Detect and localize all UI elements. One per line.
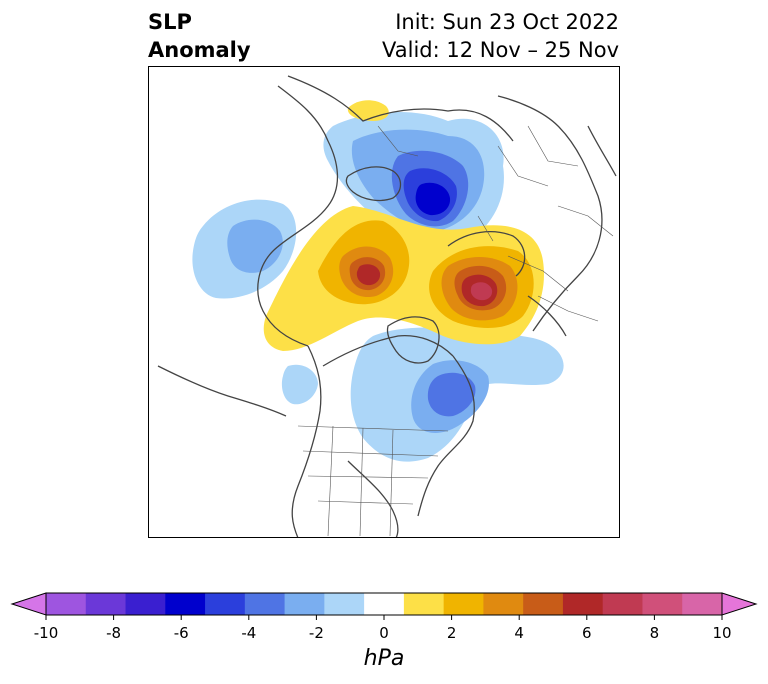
colorbar-segment [85,593,127,615]
colorbar-tick-label: -2 [308,624,324,642]
init-date: Init: Sun 23 Oct 2022 [395,10,619,34]
colorbar-left-extension [10,592,47,616]
colorbar-tick-label: -8 [106,624,122,642]
colorbar-right-extension [721,592,758,616]
chart-title: SLP Anomaly [148,8,251,64]
colorbar-segment [244,593,286,615]
colorbar-segment [443,593,484,615]
colorbar-tick-label: 4 [514,624,524,642]
colorbar-segment [324,593,365,615]
colorbar-segment [364,593,405,615]
political-borders [297,125,614,537]
date-info: Init: Sun 23 Oct 2022 Valid: 12 Nov – 25… [382,8,619,64]
colorbar-segment [165,593,206,615]
colorbar-unit: hPa [363,646,405,671]
colorbar-segment [523,593,564,615]
colorbar-segment [284,593,325,615]
colorbar [10,592,758,620]
colorbar-tick-label: -4 [241,624,257,642]
colorbar-tick-label: 8 [649,624,660,642]
colorbar-segments [46,593,723,615]
colorbar-segment [205,593,246,615]
map-border [148,66,620,538]
colorbar-segment [483,593,524,615]
colorbar-tick-label: -10 [33,624,59,642]
colorbar-segment [403,593,445,615]
colorbar-tick-label: 2 [446,624,457,642]
anomaly-shading [192,100,564,462]
negative-anomaly-north-pacific [192,199,297,299]
colorbar-segment [602,593,643,615]
colorbar-tick-label: -6 [173,624,189,642]
title-line-2: Anomaly [148,38,251,62]
colorbar-tick-label: 10 [712,624,732,642]
colorbar-tick-label: 6 [582,624,592,642]
colorbar-segment [125,593,166,615]
valid-range: Valid: 12 Nov – 25 Nov [382,38,619,62]
colorbar-tick-label: 0 [379,624,389,642]
colorbar-segment [46,593,87,615]
colorbar-segment [562,593,604,615]
colorbar-segment [642,593,683,615]
title-line-1: SLP [148,10,192,34]
anomaly-map [148,66,620,538]
negative-anomaly-north-atlantic [281,327,564,462]
colorbar-ticks [45,615,723,620]
colorbar-segment [682,593,723,615]
coastlines [157,75,617,538]
